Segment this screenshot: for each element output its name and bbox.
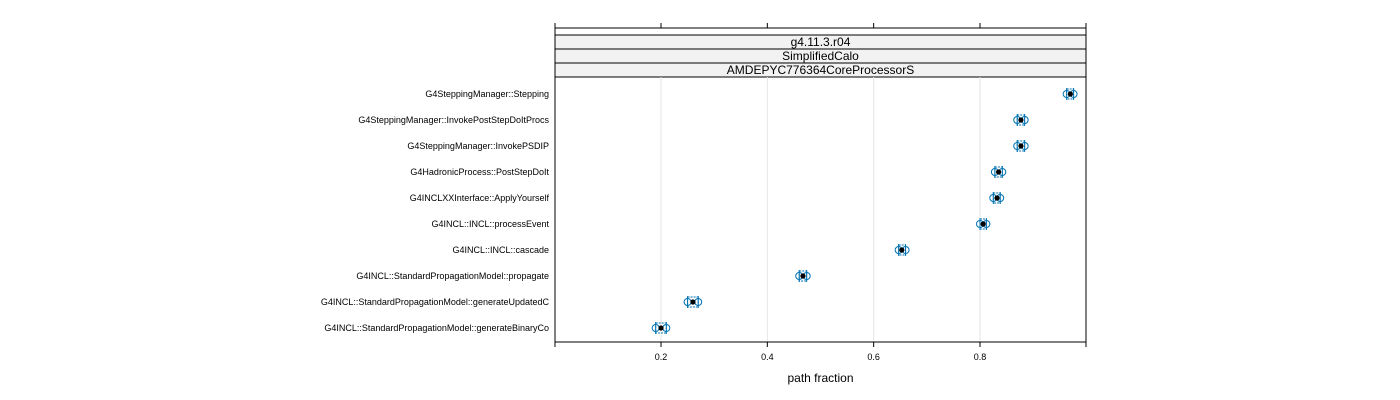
strip-label: AMDEPYC776364CoreProcessorS — [727, 63, 914, 77]
x-tick-label: 0.4 — [761, 352, 774, 362]
data-point — [996, 169, 1002, 175]
category-labels: G4SteppingManager::SteppingG4SteppingMan… — [321, 89, 550, 333]
data-point — [1018, 143, 1024, 149]
category-label: G4SteppingManager::InvokePSDIP — [407, 141, 549, 151]
category-label: G4HadronicProcess::PostStepDoIt — [410, 167, 549, 177]
data-point — [899, 247, 905, 253]
data-point — [1067, 91, 1073, 97]
strip-headers: g4.11.3.r04SimplifiedCaloAMDEPYC776364Co… — [554, 34, 1087, 78]
grid-lines — [660, 77, 981, 342]
x-tick-label: 0.2 — [655, 352, 668, 362]
category-label: G4INCL::StandardPropagationModel::propag… — [356, 271, 549, 281]
strip-label: g4.11.3.r04 — [791, 35, 851, 49]
strip-label: SimplifiedCalo — [782, 49, 859, 63]
data-point — [994, 195, 1000, 201]
panel-frame — [554, 27, 1087, 343]
data-marks — [651, 88, 1078, 334]
category-label: G4INCL::INCL::cascade — [452, 245, 549, 255]
x-tick-label: 0.6 — [867, 352, 880, 362]
x-axis-title: path fraction — [787, 371, 853, 385]
category-label: G4INCL::StandardPropagationModel::genera… — [324, 323, 549, 333]
data-point — [1018, 117, 1024, 123]
category-label: G4SteppingManager::Stepping — [425, 89, 549, 99]
x-axis: 0.2 0.4 0.6 0.8 — [554, 23, 1087, 362]
category-label: G4SteppingManager::InvokePostStepDoItPro… — [358, 115, 549, 125]
data-point — [800, 273, 806, 279]
data-point — [980, 221, 986, 227]
data-point — [690, 299, 696, 305]
category-label: G4INCLXXInterface::ApplyYourself — [410, 193, 550, 203]
category-label: G4INCL::StandardPropagationModel::genera… — [321, 297, 550, 307]
x-tick-label: 0.8 — [974, 352, 987, 362]
category-label: G4INCL::INCL::processEvent — [431, 219, 549, 229]
data-point — [658, 325, 664, 331]
